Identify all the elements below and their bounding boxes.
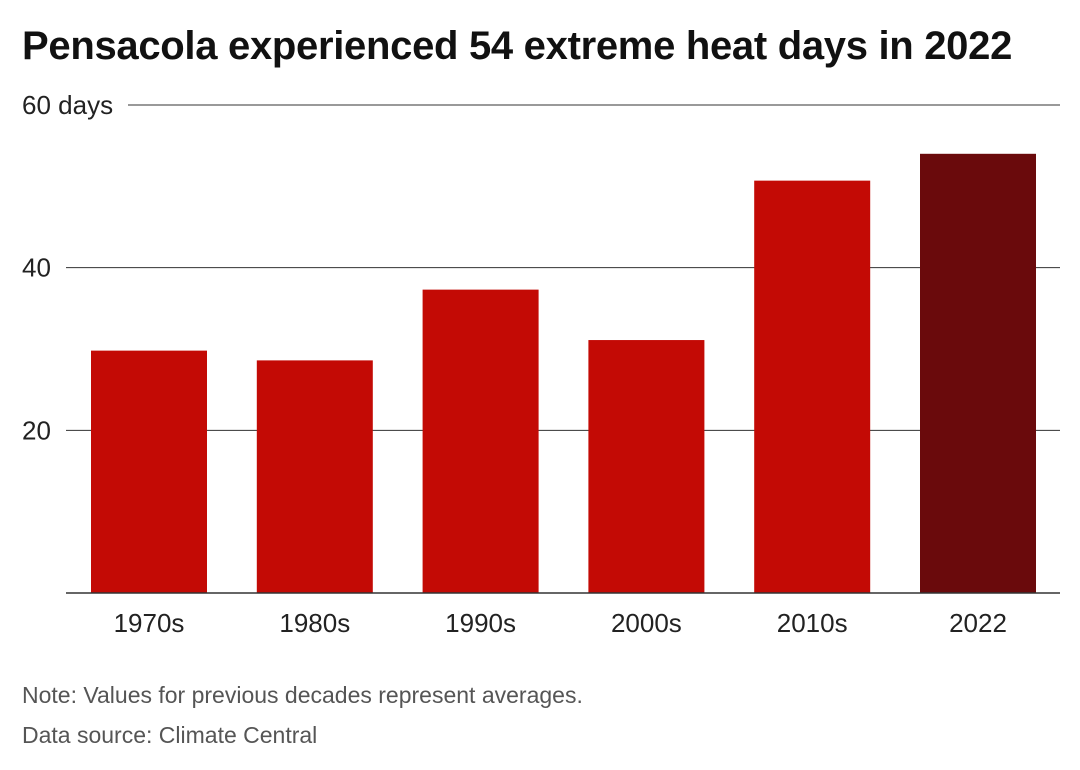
footnote: Note: Values for previous decades repres…	[22, 682, 583, 708]
chart-title: Pensacola experienced 54 extreme heat da…	[22, 24, 1013, 68]
gridlines	[66, 104, 1060, 431]
y-tick-label: 20	[22, 415, 51, 445]
bar-1970s	[91, 350, 207, 593]
bars	[91, 153, 1036, 594]
bar-2022	[920, 153, 1036, 594]
bar-2010s	[754, 180, 871, 593]
y-tick-label: 60 days	[22, 90, 113, 120]
bar-1980s	[256, 360, 373, 593]
bar-1990s	[422, 289, 539, 593]
x-tick-label: 2022	[949, 608, 1007, 638]
x-axis-ticks: 1970s 1980s 1990s 2000s 2010s 2022	[114, 608, 1007, 638]
data-source: Data source: Climate Central	[22, 722, 318, 748]
y-axis-ticks: 20 40 60 days	[22, 90, 113, 445]
bar-chart: 20 40 60 days 1970s 1980s 1990s 2000s 2010s 202…	[22, 90, 1060, 638]
y-tick-label: 40	[22, 253, 51, 283]
x-tick-label: 1970s	[114, 608, 185, 638]
bar-2000s	[588, 340, 705, 593]
x-tick-label: 2000s	[611, 608, 682, 638]
x-tick-label: 2010s	[777, 608, 848, 638]
x-tick-label: 1980s	[279, 608, 350, 638]
x-tick-label: 1990s	[445, 608, 516, 638]
